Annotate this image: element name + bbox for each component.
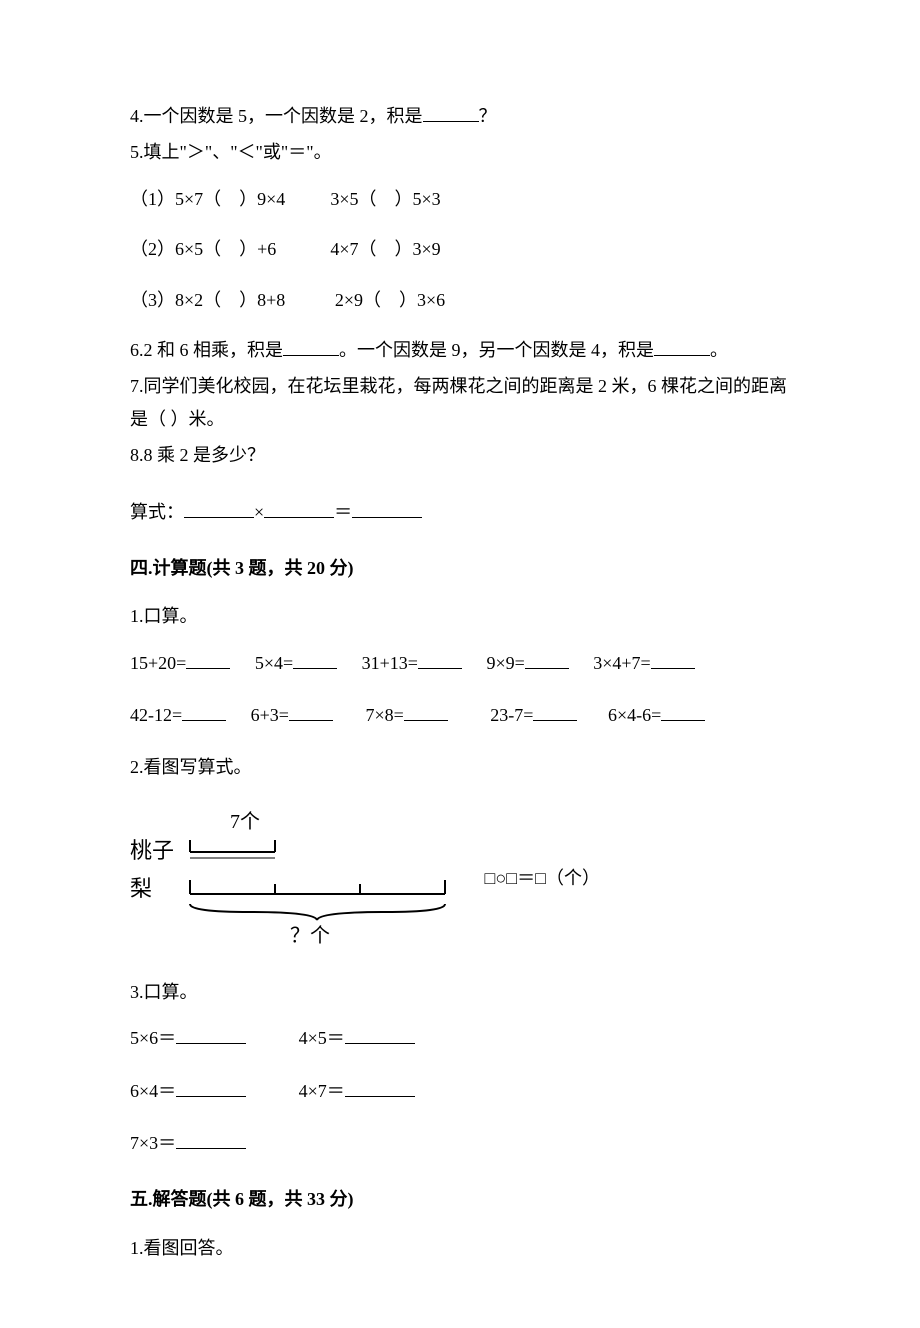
- blank: [345, 1079, 415, 1097]
- blank: [293, 651, 337, 669]
- blank: [651, 651, 695, 669]
- s4-q3-row2: 6×4＝ 4×7＝: [130, 1075, 790, 1107]
- s4-q1-row2: 42-12= 6+3= 7×8= 23-7= 6×4-6=: [130, 699, 790, 731]
- blank: [182, 703, 226, 721]
- pear-label: 梨: [130, 876, 152, 901]
- q8-op1: ×: [254, 502, 264, 522]
- s4q1r1-1: 15+20=: [130, 653, 186, 673]
- section-5-title: 五.解答题(共 6 题，共 33 分): [130, 1183, 790, 1215]
- s4q1r1-5: 3×4+7=: [593, 653, 650, 673]
- q4-blank: [423, 104, 479, 122]
- q8-blank3: [352, 500, 422, 518]
- q6-p2: 。一个因数是 9，另一个因数是 4，积是: [339, 340, 654, 360]
- peach-label: 桃子: [130, 838, 174, 863]
- s4q3r1-1: 5×6＝: [130, 1028, 176, 1048]
- q8-formula-label: 算式：: [130, 502, 184, 522]
- question-5-prompt: 5.填上"＞"、"＜"或"＝"。: [130, 136, 790, 168]
- blank: [176, 1079, 246, 1097]
- blank: [418, 651, 462, 669]
- s4-q2-title: 2.看图写算式。: [130, 751, 790, 783]
- section-4-title: 四.计算题(共 3 题，共 20 分): [130, 552, 790, 584]
- question-8-formula: 算式： × ＝: [130, 496, 790, 528]
- q5-row2-left: （2）6×5（ ）+6: [130, 239, 276, 259]
- s4q3r2-2: 4×7＝: [299, 1081, 345, 1101]
- s5-q1: 1.看图回答。: [130, 1232, 790, 1264]
- s4q1r1-2: 5×4=: [255, 653, 293, 673]
- s4-q3-row3: 7×3＝: [130, 1127, 790, 1159]
- q8-blank2: [264, 500, 334, 518]
- s4q1r2-4: 23-7=: [490, 705, 533, 725]
- bar-diagram-svg: 7个 桃子 梨 ？个: [130, 808, 460, 948]
- q5-row2-right: 4×7（ ）3×9: [330, 239, 440, 259]
- q6-p3: 。: [710, 340, 728, 360]
- q4-text-before: 4.一个因数是 5，一个因数是 2，积是: [130, 106, 423, 126]
- s4q3r3-1: 7×3＝: [130, 1133, 176, 1153]
- q6-blank1: [283, 338, 339, 356]
- blank: [176, 1026, 246, 1044]
- q5-row3-left: （3）8×2（ ）8+8: [130, 290, 285, 310]
- q8-blank1: [184, 500, 254, 518]
- q4-text-after: ？: [479, 106, 497, 126]
- q5-row-2: （2）6×5（ ）+6 4×7（ ）3×9: [130, 233, 790, 265]
- s4q1r1-3: 31+13=: [362, 653, 418, 673]
- q8-op2: ＝: [334, 502, 352, 522]
- q6-p1: 6.2 和 6 相乘，积是: [130, 340, 283, 360]
- s4q3r2-1: 6×4＝: [130, 1081, 176, 1101]
- q5-row1-left: （1）5×7（ ）9×4: [130, 189, 285, 209]
- s4q3r1-2: 4×5＝: [299, 1028, 345, 1048]
- s4-q1-row1: 15+20= 5×4= 31+13= 9×9= 3×4+7=: [130, 647, 790, 679]
- blank: [176, 1131, 246, 1149]
- s4-q3-row1: 5×6＝ 4×5＝: [130, 1022, 790, 1054]
- q5-row-1: （1）5×7（ ）9×4 3×5（ ）5×3: [130, 183, 790, 215]
- blank: [525, 651, 569, 669]
- blank: [661, 703, 705, 721]
- s4q1r2-2: 6+3=: [251, 705, 289, 725]
- question-8-title: 8.8 乘 2 是多少？: [130, 439, 790, 471]
- question-6: 6.2 和 6 相乘，积是 。一个因数是 9，另一个因数是 4，积是 。: [130, 334, 790, 366]
- s4-q2-diagram: 7个 桃子 梨 ？个 □○□＝□（个）: [130, 808, 790, 948]
- s4q1r1-4: 9×9=: [486, 653, 524, 673]
- s4q1r2-3: 7×8=: [365, 705, 403, 725]
- q5-row-3: （3）8×2（ ）8+8 2×9（ ）3×6: [130, 284, 790, 316]
- s4-q1-title: 1.口算。: [130, 600, 790, 632]
- blank: [404, 703, 448, 721]
- blank: [289, 703, 333, 721]
- s4q1r2-1: 42-12=: [130, 705, 182, 725]
- question-5-rows: （1）5×7（ ）9×4 3×5（ ）5×3 （2）6×5（ ）+6 4×7（ …: [130, 183, 790, 316]
- q5-row3-right: 2×9（ ）3×6: [335, 290, 445, 310]
- s4q1r2-5: 6×4-6=: [608, 705, 661, 725]
- q5-row1-right: 3×5（ ）5×3: [330, 189, 440, 209]
- s4-q2-equation: □○□＝□（个）: [485, 862, 601, 894]
- question-4: 4.一个因数是 5，一个因数是 2，积是 ？: [130, 100, 790, 132]
- blank: [186, 651, 230, 669]
- blank: [533, 703, 577, 721]
- question-7: 7.同学们美化校园，在花坛里栽花，每两棵花之间的距离是 2 米，6 棵花之间的距…: [130, 370, 790, 435]
- q6-blank2: [654, 338, 710, 356]
- s4-q3-title: 3.口算。: [130, 976, 790, 1008]
- blank: [345, 1026, 415, 1044]
- unknown-label-text: ？个: [290, 924, 330, 947]
- count-label-text: 7个: [230, 810, 260, 833]
